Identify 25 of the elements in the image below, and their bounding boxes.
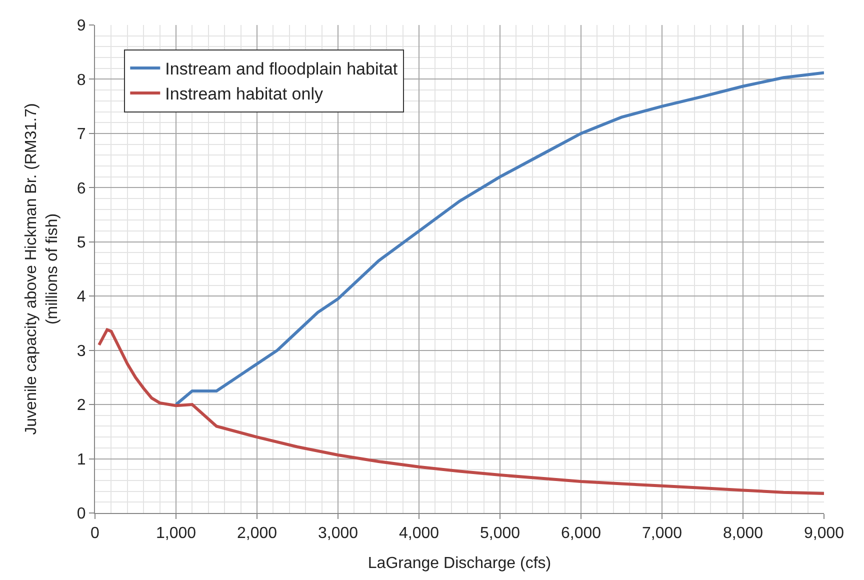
y-tick-label: 1 — [76, 451, 86, 468]
y-tick-label: 7 — [76, 126, 86, 144]
y-tick-label: 3 — [76, 342, 86, 360]
x-tick-label: 8,000 — [722, 525, 764, 542]
y-tick-label: 0 — [76, 506, 86, 523]
x-tick-label: 5,000 — [480, 525, 520, 542]
x-tick-label: 6,000 — [560, 525, 602, 542]
y-tick-label: 5 — [76, 234, 86, 252]
y-axis-title: Juvenile capacity above Hickman Br. (RM31.7) (millions of fish) — [22, 103, 61, 435]
x-tick-label: 0 — [90, 525, 100, 542]
line-series — [98, 328, 824, 495]
x-tick-label: 2,000 — [236, 525, 278, 542]
y-tick-label: 9 — [76, 18, 86, 35]
x-tick-label: 3,000 — [318, 525, 358, 542]
y-tick-label: 6 — [76, 180, 86, 198]
legend-label: Instream and floodplain habitat — [165, 60, 398, 79]
x-tick-label: 7,000 — [642, 525, 682, 542]
legend-label: Instream habitat only — [165, 84, 324, 104]
y-tick-label: 4 — [76, 288, 86, 306]
x-axis-title: LaGrange Discharge (cfs) — [368, 554, 552, 572]
x-tick-label: 9,000 — [804, 525, 844, 542]
y-tick-label: 8 — [76, 72, 86, 89]
x-tick-label: 1,000 — [156, 525, 196, 542]
y-tick-label: 2 — [76, 397, 86, 414]
x-tick-label: 4,000 — [398, 525, 440, 542]
